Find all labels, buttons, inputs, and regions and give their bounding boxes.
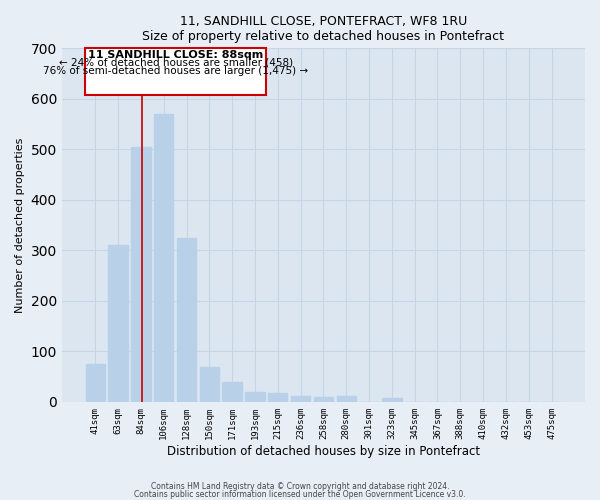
- Bar: [314, 397, 333, 402]
- Text: 76% of semi-detached houses are larger (1,475) →: 76% of semi-detached houses are larger (…: [43, 66, 308, 76]
- Bar: [268, 392, 287, 402]
- Bar: [131, 147, 151, 402]
- Bar: [291, 396, 310, 402]
- Bar: [109, 246, 128, 402]
- Bar: [382, 398, 401, 402]
- Bar: [86, 364, 105, 402]
- Y-axis label: Number of detached properties: Number of detached properties: [15, 138, 25, 313]
- Bar: [177, 238, 196, 402]
- X-axis label: Distribution of detached houses by size in Pontefract: Distribution of detached houses by size …: [167, 444, 480, 458]
- Text: Contains public sector information licensed under the Open Government Licence v3: Contains public sector information licen…: [134, 490, 466, 499]
- Text: 11 SANDHILL CLOSE: 88sqm: 11 SANDHILL CLOSE: 88sqm: [88, 50, 263, 60]
- Bar: [154, 114, 173, 402]
- Bar: [223, 382, 242, 402]
- Bar: [200, 368, 219, 402]
- Title: 11, SANDHILL CLOSE, PONTEFRACT, WF8 1RU
Size of property relative to detached ho: 11, SANDHILL CLOSE, PONTEFRACT, WF8 1RU …: [142, 15, 505, 43]
- FancyBboxPatch shape: [85, 48, 266, 95]
- Bar: [337, 396, 356, 402]
- Text: ← 24% of detached houses are smaller (458): ← 24% of detached houses are smaller (45…: [59, 58, 293, 68]
- Bar: [245, 392, 265, 402]
- Text: Contains HM Land Registry data © Crown copyright and database right 2024.: Contains HM Land Registry data © Crown c…: [151, 482, 449, 491]
